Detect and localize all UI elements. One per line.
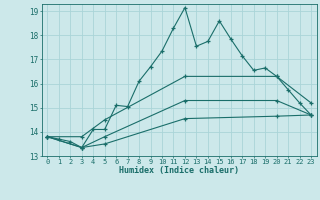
X-axis label: Humidex (Indice chaleur): Humidex (Indice chaleur)	[119, 166, 239, 175]
